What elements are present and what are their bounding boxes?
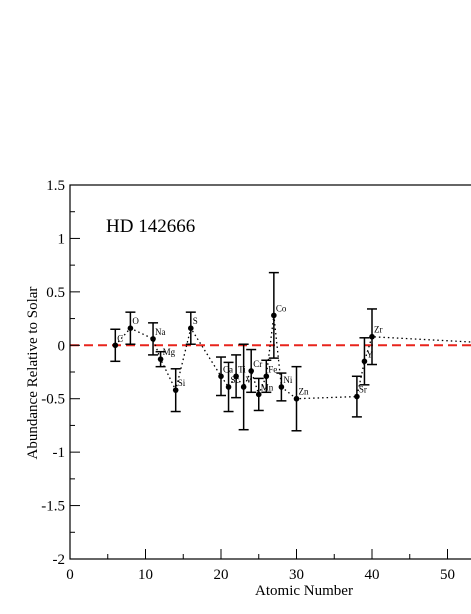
element-label-Sr: Sr (359, 385, 367, 395)
element-label-Mg: Mg (163, 347, 176, 357)
element-label-Co: Co (276, 303, 287, 313)
x-tick-label: 40 (365, 567, 380, 583)
element-label-Ca: Ca (223, 364, 233, 374)
element-label-Zr: Zr (374, 325, 383, 335)
y-tick-label: -2 (53, 552, 66, 568)
data-point-Na (150, 336, 156, 342)
data-point-Y (361, 358, 368, 365)
data-point-Fe (263, 373, 270, 380)
y-tick-label: -0.5 (41, 392, 65, 408)
element-label-Zn: Zn (299, 387, 309, 397)
x-tick-label: 50 (440, 567, 455, 583)
x-tick-label: 0 (66, 567, 74, 583)
data-point-V (240, 384, 247, 390)
x-tick-label: 30 (289, 567, 304, 583)
element-label-Ni: Ni (283, 375, 292, 385)
chart-annotation: HD 142666 (106, 216, 195, 237)
element-label-Fe: Fe (268, 364, 277, 374)
y-tick-label: 1.5 (46, 178, 65, 194)
y-tick-label: 1 (58, 231, 66, 247)
element-label-Sc: Sc (231, 375, 240, 385)
data-point-Mg (157, 356, 164, 362)
y-axis-label: Abundance Relative to Solar (25, 287, 41, 460)
x-axis-label: Atomic Number (255, 583, 353, 599)
element-label-Na: Na (155, 327, 166, 337)
element-label-Mn: Mn (261, 382, 274, 392)
element-label-V: V (246, 375, 253, 385)
data-point-Si (172, 387, 179, 393)
y-tick-label: -1.5 (41, 499, 65, 515)
data-point-Sc (225, 384, 232, 390)
data-point-Co (271, 312, 277, 319)
data-point-O (127, 325, 134, 331)
data-point-S (188, 325, 194, 331)
data-point-Cr (248, 368, 254, 374)
x-tick-label: 10 (138, 567, 153, 583)
y-tick-label: 0.5 (46, 285, 65, 301)
data-point-Sr (354, 393, 360, 400)
data-point-Zr (369, 333, 375, 340)
y-tick-label: -1 (53, 445, 66, 461)
data-point-Zn (293, 395, 300, 402)
element-label-O: O (132, 316, 139, 326)
element-label-C: C (117, 333, 123, 343)
data-point-C (112, 342, 119, 349)
data-point-Ni (278, 384, 285, 390)
element-label-Ti: Ti (238, 364, 246, 374)
element-label-Y: Y (366, 349, 373, 359)
x-tick-label: 20 (214, 567, 229, 583)
data-point-Mn (255, 391, 262, 398)
element-label-Si: Si (178, 378, 186, 388)
data-point-Ca (218, 373, 224, 380)
data-point-Ti (233, 373, 239, 380)
element-label-S: S (193, 316, 198, 326)
y-tick-label: 0 (58, 338, 66, 354)
element-label-Cr: Cr (253, 359, 262, 369)
